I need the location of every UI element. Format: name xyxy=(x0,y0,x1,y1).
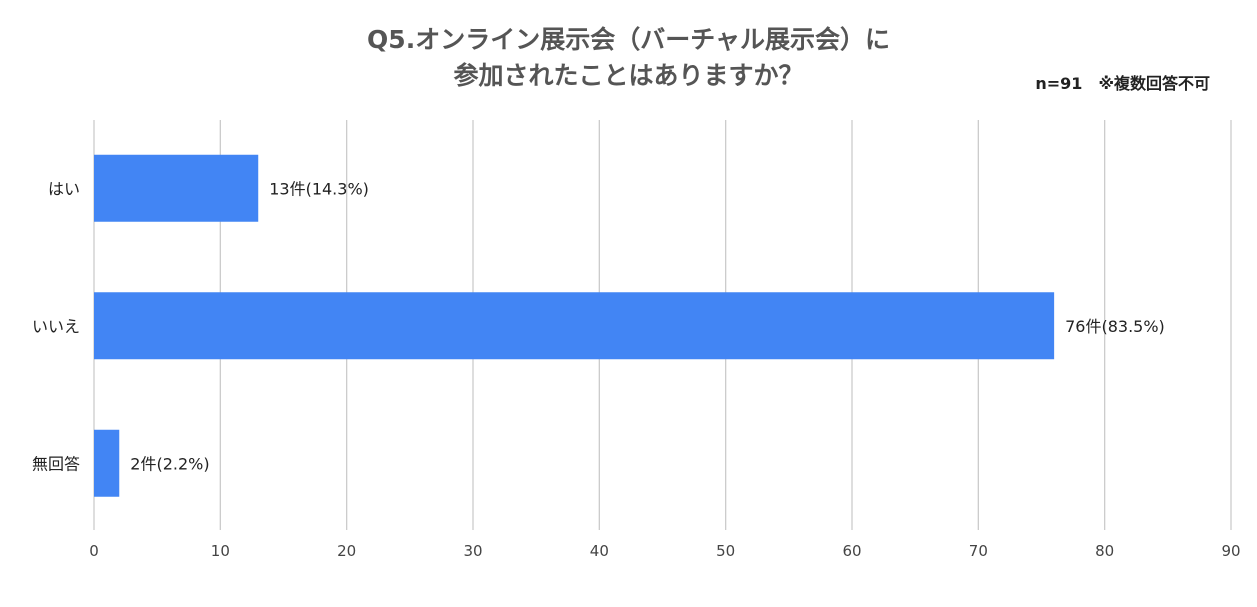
category-label: いいえ xyxy=(32,317,80,336)
x-tick-label: 70 xyxy=(969,542,988,560)
bar xyxy=(94,429,120,497)
chart-title-line2: 参加されたことはありますか？ xyxy=(453,61,804,90)
x-tick-label: 20 xyxy=(337,542,356,560)
bar xyxy=(94,154,259,222)
x-tick-label: 40 xyxy=(590,542,609,560)
sample-size-note: n=91 ※複数回答不可 xyxy=(1035,74,1210,93)
chart-title-line1: Q5.オンライン展示会（バーチャル展示会）に xyxy=(367,25,890,54)
data-label: 76件(83.5%) xyxy=(1065,317,1165,336)
x-tick-label: 30 xyxy=(463,542,482,560)
category-label: はい xyxy=(48,179,80,198)
x-tick-label: 10 xyxy=(211,542,230,560)
bar xyxy=(94,292,1055,360)
category-label: 無回答 xyxy=(32,454,80,473)
x-tick-label: 50 xyxy=(716,542,735,560)
x-tick-label: 0 xyxy=(89,542,99,560)
x-tick-label: 90 xyxy=(1221,542,1240,560)
x-tick-label: 60 xyxy=(842,542,861,560)
data-label: 13件(14.3%) xyxy=(269,179,369,198)
chart-title: Q5.オンライン展示会（バーチャル展示会）に 参加されたことはありますか？ xyxy=(0,22,1257,94)
x-tick-label: 80 xyxy=(1095,542,1114,560)
data-label: 2件(2.2%) xyxy=(130,454,209,473)
